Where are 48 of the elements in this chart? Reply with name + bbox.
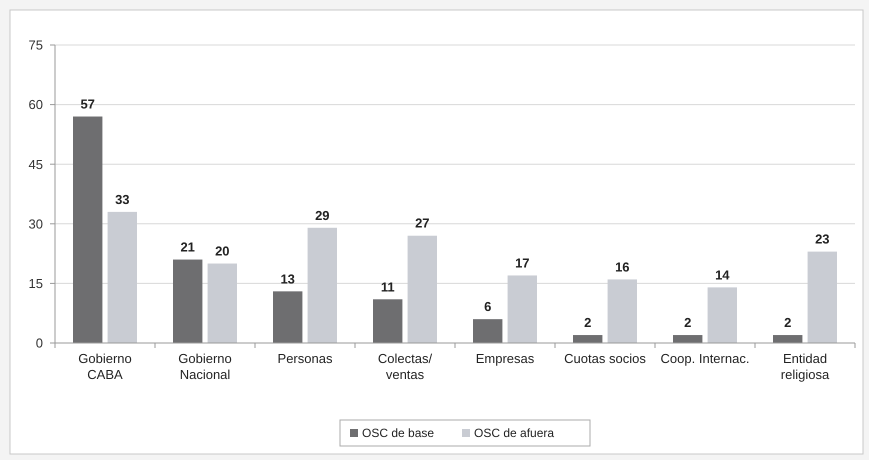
data-label: 13 xyxy=(280,271,295,286)
bar xyxy=(73,116,102,343)
y-tick-label: 30 xyxy=(28,216,43,232)
data-label: 14 xyxy=(715,267,730,282)
legend-label: OSC de afuera xyxy=(474,426,554,440)
data-label: 17 xyxy=(515,255,530,270)
data-label: 16 xyxy=(615,259,630,274)
data-label: 2 xyxy=(584,315,592,330)
bar xyxy=(808,252,837,343)
bar xyxy=(273,291,302,343)
bar xyxy=(308,228,337,343)
x-tick-label: Coop. Internac. xyxy=(660,351,750,366)
data-label: 2 xyxy=(784,315,792,330)
bar xyxy=(508,275,537,343)
data-label: 57 xyxy=(80,96,95,112)
y-tick-label: 75 xyxy=(28,38,43,53)
x-tick-label: Colectas/ ventas xyxy=(378,351,432,382)
data-label: 20 xyxy=(215,244,230,259)
bar xyxy=(473,319,502,343)
data-label: 23 xyxy=(815,232,830,247)
x-tick-label: Empresas xyxy=(476,351,535,366)
bar xyxy=(373,299,402,343)
bar xyxy=(773,335,802,343)
bar xyxy=(608,279,637,343)
bar xyxy=(673,335,702,343)
bar xyxy=(573,335,602,343)
y-tick-label: 15 xyxy=(28,276,43,291)
y-tick-label: 60 xyxy=(28,97,43,112)
x-tick-label: Personas xyxy=(278,351,333,366)
x-tick-label: Gobierno Nacional xyxy=(178,351,232,382)
x-tick-label: Cuotas socios xyxy=(564,351,646,366)
data-label: 29 xyxy=(315,208,330,223)
data-label: 2 xyxy=(684,315,692,330)
data-label: 21 xyxy=(180,240,195,255)
bar xyxy=(173,260,202,343)
bar xyxy=(708,287,737,343)
data-label: 27 xyxy=(415,216,430,231)
bar xyxy=(208,264,237,343)
data-label: 6 xyxy=(484,299,492,314)
x-tick-label: Gobierno CABA xyxy=(78,351,132,382)
y-tick-label: 45 xyxy=(28,156,43,172)
data-label: 33 xyxy=(115,192,130,207)
data-label: 11 xyxy=(380,279,395,294)
legend-label: OSC de base xyxy=(362,426,434,440)
y-tick-label: 0 xyxy=(36,336,43,351)
bar xyxy=(108,212,137,343)
bar xyxy=(408,236,437,343)
x-tick-label: Entidad religiosa xyxy=(780,351,830,382)
